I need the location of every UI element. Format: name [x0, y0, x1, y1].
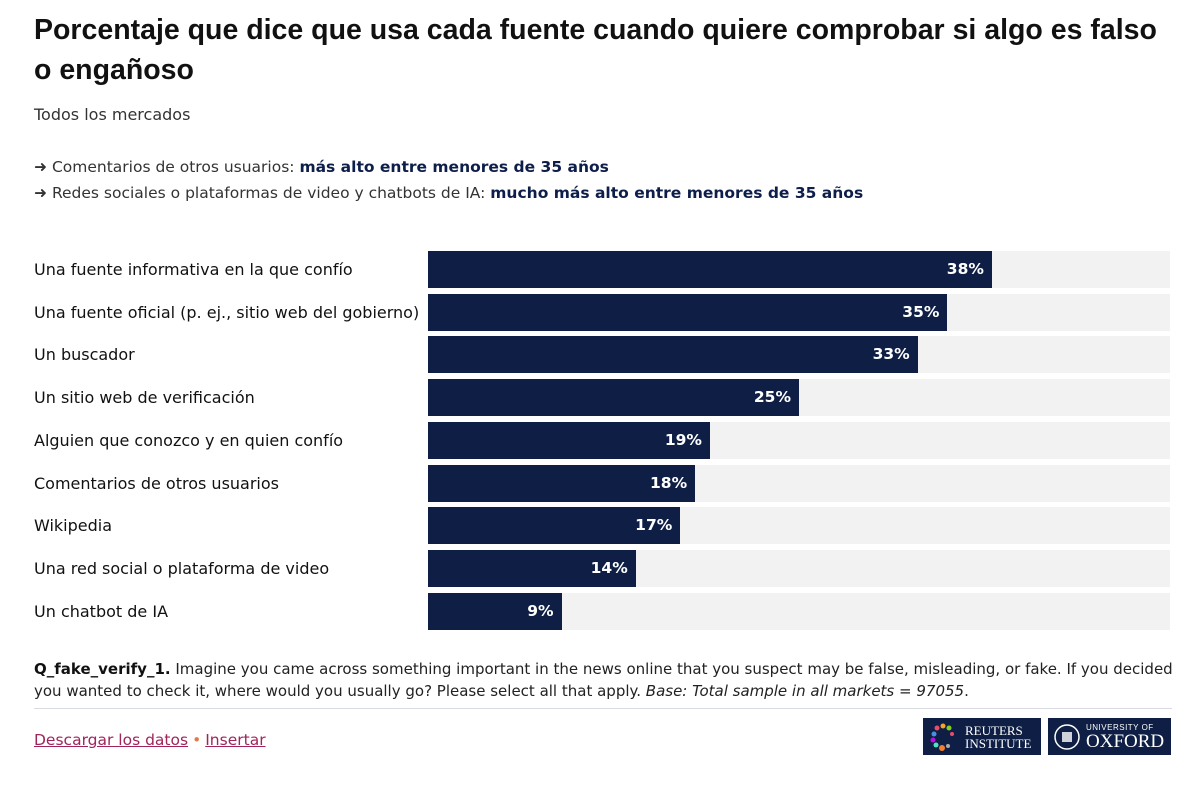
category-label: Un buscador	[34, 345, 135, 365]
university-of-oxford-logo[interactable]: UNIVERSITY OF OXFORD	[1048, 718, 1171, 755]
arrow-right-icon: ➜	[34, 158, 47, 176]
question-text: Imagine you came across something import…	[34, 660, 1173, 700]
bar	[428, 507, 681, 545]
base-end: .	[964, 682, 969, 700]
logo-text: INSTITUTE	[965, 735, 1032, 751]
logo-text: OXFORD	[1086, 730, 1165, 752]
bar	[428, 336, 918, 374]
note-highlight: más alto entre menores de 35 años	[299, 158, 609, 176]
data-label: 33%	[872, 345, 910, 364]
data-label: 17%	[635, 516, 673, 535]
bar	[428, 549, 636, 587]
category-label: Un sitio web de verificación	[34, 388, 255, 408]
chart-subtitle: Todos los mercados	[34, 105, 191, 124]
download-data-link[interactable]: Descargar los datos	[34, 731, 189, 749]
bar-chart: Una fuente informativa en la que confío 3…	[0, 240, 1200, 640]
embed-link[interactable]: Insertar	[205, 731, 266, 749]
data-label: 25%	[753, 388, 791, 407]
logo-text: UNIVERSITY OF	[1086, 722, 1154, 732]
base-note: Base: Total sample in all markets = 9705…	[645, 682, 965, 700]
data-label: 19%	[664, 430, 702, 449]
data-label: 38%	[946, 260, 984, 278]
note-highlight: mucho más alto entre menores de 35 años	[490, 184, 864, 202]
reuters-institute-logo[interactable]: REUTERS INSTITUTE	[923, 718, 1041, 755]
category-label: Alguien que conozco y en quien confío	[34, 430, 344, 450]
note-text: Comentarios de otros usuarios:	[51, 158, 300, 176]
bar	[428, 592, 562, 630]
category-label: Una fuente informativa en la que confío	[34, 260, 353, 279]
bar	[428, 293, 948, 331]
chart-title: Porcentaje que dice que usa cada fuente …	[34, 14, 1157, 86]
question-id: Q_fake_verify_1.	[34, 660, 171, 678]
category-label: Una red social o plataforma de video	[34, 558, 330, 578]
category-label: Un chatbot de IA	[34, 601, 169, 621]
category-label: Una fuente oficial (p. ej., sitio web de…	[34, 302, 420, 322]
reuters-dots-icon	[930, 723, 954, 751]
divider	[34, 708, 1172, 709]
arrow-right-icon: ➜	[34, 184, 47, 202]
category-label: Comentarios de otros usuarios	[34, 473, 279, 493]
footer-links: Descargar los datos • Insertar	[34, 731, 266, 749]
oxford-crest-icon	[1054, 723, 1080, 750]
data-label: 35%	[902, 302, 940, 321]
category-label: Wikipedia	[34, 516, 113, 536]
bar	[428, 251, 992, 288]
note-comments: ➜ Comentarios de otros usuarios: más alt…	[34, 158, 609, 176]
bar	[428, 464, 696, 502]
separator: •	[192, 731, 202, 749]
data-label: 18%	[650, 473, 688, 492]
bar	[428, 421, 710, 459]
bar	[428, 379, 799, 417]
note-text: Redes sociales o plataformas de video y …	[51, 184, 491, 202]
note-social-ai: ➜ Redes sociales o plataformas de video …	[34, 184, 863, 202]
data-label: 14%	[590, 558, 628, 577]
question-footnote: Q_fake_verify_1. Imagine you came across…	[34, 658, 1174, 702]
data-label: 9%	[527, 601, 554, 620]
logo-text: REUTERS	[965, 722, 1023, 738]
